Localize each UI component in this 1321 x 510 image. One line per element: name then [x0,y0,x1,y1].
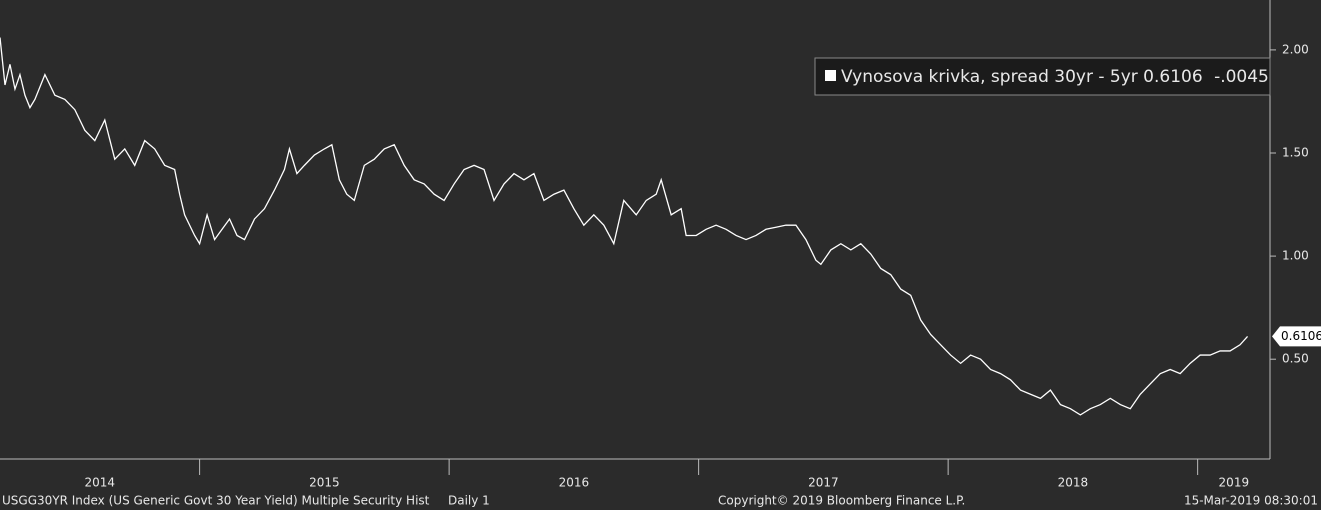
y-tick-label: 2.00 [1282,42,1309,56]
legend-swatch [825,70,836,81]
line [0,37,1249,416]
x-tick-label: 2017 [808,476,839,490]
y-tick-label: 1.50 [1282,146,1309,160]
last-value-label: 0.6106 [1281,329,1321,343]
x-tick-label: 2015 [309,476,340,490]
legend: Vynosova krivka, spread 30yr - 5yr 0.610… [814,57,1271,96]
y-tick-label: 0.50 [1282,352,1309,366]
legend-box [814,57,1271,96]
x-tick-label: 2018 [1058,476,1089,490]
legend-name: Vynosova krivka, spread 30yr - 5yr [841,67,1138,87]
x-tick-label: 2016 [559,476,590,490]
y-tick-label: 1.00 [1282,249,1309,263]
footer-timestamp: 15-Mar-2019 08:30:01 [1184,494,1318,508]
legend-text: Vynosova krivka, spread 30yr - 5yr 0.610… [841,67,1269,87]
x-tick-label: 2014 [85,476,116,490]
footer-copyright: Copyright© 2019 Bloomberg Finance L.P. [718,494,965,508]
footer-security: USGG30YR Index (US Generic Govt 30 Year … [2,494,430,508]
x-tick-label: 2019 [1219,476,1250,490]
footer-period: Daily 1 [448,494,490,508]
legend-value: 0.6106 [1143,67,1202,87]
last-value-marker [1272,326,1321,347]
legend-change: -.0045 [1214,67,1269,87]
